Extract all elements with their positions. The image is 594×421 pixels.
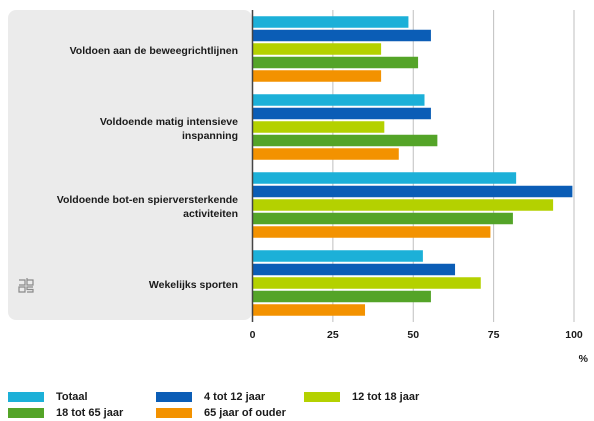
legend-swatch <box>304 392 340 402</box>
bar-4-category-4 <box>252 290 431 303</box>
label-panel <box>8 10 252 320</box>
bar-3-category-4 <box>252 277 481 289</box>
bar-2-category-2 <box>252 107 431 120</box>
bar-5-category-2 <box>252 148 399 160</box>
legend-label: 65 jaar of ouder <box>204 407 286 419</box>
bar-1-category-4 <box>252 250 423 262</box>
category-label-3-line-2: activiteiten <box>183 208 238 220</box>
x-tick-label-0: 0 <box>250 329 256 341</box>
bar-5-category-3 <box>252 226 491 238</box>
legend-item-4: 18 tot 65 jaar <box>8 406 123 420</box>
bar-chart: Voldoen aan de beweegrichtlijnen Voldoend… <box>8 10 589 365</box>
bar-1-category-2 <box>252 94 425 106</box>
category-label-3-line-1: Voldoende bot-en spierversterkende <box>57 194 238 206</box>
bar-5-category-1 <box>252 70 382 82</box>
bar-3-category-1 <box>252 43 382 55</box>
legend: Totaal 4 tot 12 jaar 12 tot 18 jaar 18 tot … <box>8 390 588 420</box>
x-tick-label-75: 75 <box>488 329 500 341</box>
cbs-logo-icon <box>18 278 34 293</box>
legend-item-5: 65 jaar of ouder <box>156 406 286 420</box>
legend-swatch <box>156 408 192 418</box>
category-label-4: Wekelijks sporten <box>149 279 238 291</box>
legend-label: Totaal <box>56 391 88 403</box>
legend-label: 4 tot 12 jaar <box>204 391 266 403</box>
x-tick-label-100: 100 <box>565 329 583 341</box>
legend-item-2: 4 tot 12 jaar <box>156 390 265 404</box>
legend-swatch <box>156 392 192 402</box>
bar-3-category-3 <box>252 199 554 211</box>
bar-2-category-3 <box>252 185 573 198</box>
x-tick-label-50: 50 <box>407 329 419 341</box>
bar-2-category-1 <box>252 29 431 42</box>
bar-4-category-3 <box>252 212 513 225</box>
bar-5-category-4 <box>252 304 366 316</box>
bar-4-category-1 <box>252 56 419 69</box>
legend-label: 18 tot 65 jaar <box>56 407 124 419</box>
x-tick-label-25: 25 <box>327 329 339 341</box>
legend-item-3: 12 tot 18 jaar <box>304 390 419 404</box>
legend-swatch <box>8 408 44 418</box>
bar-3-category-2 <box>252 121 385 133</box>
bar-4-category-2 <box>252 134 438 147</box>
category-label-2-line-2: inspanning <box>182 130 238 142</box>
bar-1-category-3 <box>252 172 517 184</box>
bar-1-category-1 <box>252 16 409 28</box>
x-axis-unit: % <box>579 353 589 365</box>
legend-item-1: Totaal <box>8 390 88 404</box>
legend-label: 12 tot 18 jaar <box>352 391 420 403</box>
category-label-2-line-1: Voldoende matig intensieve <box>100 116 238 128</box>
bar-2-category-4 <box>252 263 456 276</box>
category-label-1: Voldoen aan de beweegrichtlijnen <box>70 45 238 57</box>
legend-swatch <box>8 392 44 402</box>
